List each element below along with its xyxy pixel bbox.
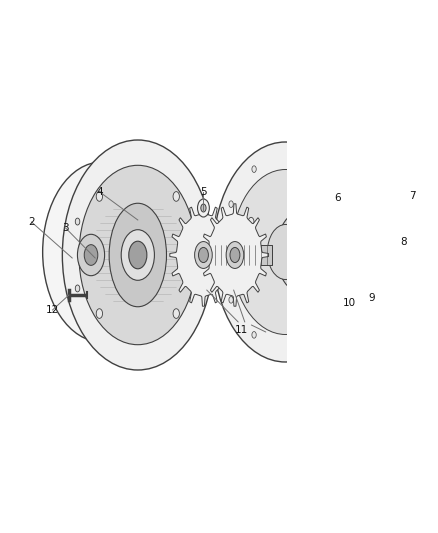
- Bar: [399, 244, 415, 261]
- Circle shape: [248, 217, 254, 226]
- Circle shape: [78, 235, 105, 276]
- Circle shape: [194, 241, 212, 269]
- Text: 7: 7: [409, 191, 415, 201]
- Circle shape: [296, 240, 311, 264]
- Text: 11: 11: [235, 325, 248, 335]
- Circle shape: [392, 230, 421, 274]
- Circle shape: [316, 214, 366, 290]
- Polygon shape: [360, 180, 438, 324]
- Circle shape: [289, 229, 318, 275]
- Circle shape: [369, 194, 438, 310]
- Circle shape: [93, 238, 110, 265]
- Circle shape: [354, 238, 372, 266]
- Circle shape: [173, 309, 180, 318]
- Polygon shape: [170, 204, 237, 306]
- Circle shape: [96, 309, 102, 318]
- Circle shape: [343, 222, 383, 282]
- Text: 6: 6: [335, 193, 341, 203]
- Circle shape: [84, 245, 98, 265]
- Circle shape: [229, 201, 233, 207]
- Circle shape: [173, 192, 180, 201]
- Circle shape: [315, 166, 319, 172]
- Circle shape: [213, 142, 358, 362]
- Circle shape: [252, 332, 256, 338]
- Circle shape: [226, 241, 244, 269]
- Circle shape: [231, 169, 339, 335]
- Circle shape: [329, 234, 353, 270]
- Circle shape: [198, 247, 208, 263]
- Circle shape: [42, 162, 161, 342]
- Circle shape: [268, 224, 304, 279]
- Circle shape: [229, 296, 233, 303]
- Circle shape: [62, 140, 213, 370]
- Text: 9: 9: [369, 293, 375, 303]
- Circle shape: [230, 247, 240, 263]
- Text: 3: 3: [62, 223, 69, 233]
- Circle shape: [129, 241, 147, 269]
- Circle shape: [198, 199, 209, 217]
- Circle shape: [75, 218, 80, 225]
- Text: 8: 8: [400, 237, 407, 247]
- Circle shape: [338, 201, 342, 207]
- Bar: [203, 245, 272, 265]
- Text: 10: 10: [343, 298, 356, 308]
- Circle shape: [75, 285, 80, 292]
- Text: 12: 12: [46, 305, 59, 315]
- Circle shape: [248, 278, 254, 287]
- Circle shape: [276, 210, 331, 294]
- Circle shape: [252, 166, 256, 172]
- Ellipse shape: [109, 203, 166, 307]
- Text: 4: 4: [96, 187, 103, 197]
- Circle shape: [315, 332, 319, 338]
- Circle shape: [121, 230, 155, 280]
- Text: 5: 5: [200, 187, 207, 197]
- Polygon shape: [201, 204, 268, 306]
- Text: 2: 2: [28, 217, 35, 227]
- Circle shape: [79, 165, 197, 345]
- Circle shape: [338, 296, 342, 303]
- Circle shape: [96, 192, 102, 201]
- Circle shape: [201, 204, 206, 212]
